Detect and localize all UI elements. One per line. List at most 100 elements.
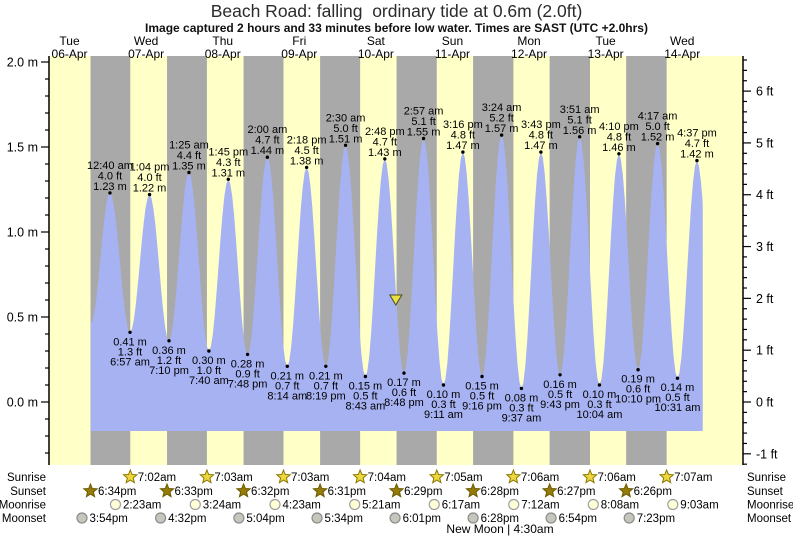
moonrise-circle [109, 498, 122, 511]
sunset-time: 6:29pm [404, 486, 442, 498]
tide-extreme-text: 1:45 pm [208, 146, 248, 158]
day-date-label: 08-Apr [205, 47, 241, 61]
moonrise-time: 4:23am [282, 500, 320, 512]
sunset-time: 6:26pm [634, 486, 672, 498]
tide-extreme-text: 0.16 m [543, 379, 577, 391]
tide-extreme-text: 2:18 pm [287, 134, 327, 146]
left-axis: 0.0 m 0.5 m 1.0 m 1.5 m 2.0 m [7, 56, 50, 465]
tide-extreme-dot [480, 374, 484, 379]
current-time-marker [388, 294, 403, 306]
tide-extreme-text: 0.14 m [661, 382, 695, 394]
moonrise-time: 9:03am [680, 500, 718, 512]
tide-extreme-dot [539, 150, 543, 154]
day-of-week-label: Fri [292, 34, 306, 48]
tide-extreme-dot [499, 133, 504, 137]
right-axis-label: -1 ft [756, 447, 778, 461]
sunrise-time: 7:03am [214, 472, 252, 484]
sunset-star [465, 482, 482, 498]
tide-extreme-text: 4.0 ft [98, 170, 122, 182]
sunrise-row-label-right: Sunrise [747, 472, 786, 484]
tide-extreme-dot [421, 136, 426, 141]
right-axis: -1 ft 0 ft 1 ft 2 ft 3 ft 4 ft 5 ft 6 ft [742, 56, 778, 465]
tide-extreme-text: 12:40 am [87, 160, 133, 172]
tide-extreme-text: 0.5 ft [353, 391, 377, 403]
tide-extreme-text: 4:10 pm [599, 121, 639, 133]
tide-extreme-dot [655, 141, 660, 146]
tide-low-label: 0.08 m0.3 ft9:37 am [502, 386, 541, 424]
moonrise-row-label-right: Moonrise [747, 500, 793, 512]
right-axis-label: 4 ft [756, 188, 774, 202]
tide-extreme-text: 1.44 m [251, 145, 285, 157]
tide-extreme-text: 0.08 m [505, 392, 539, 404]
right-axis-label: 2 ft [756, 292, 774, 306]
tide-high-label: 2:30 am5.0 ft1.51 m [326, 112, 365, 147]
moonset-row-label-right: Moonset [747, 513, 792, 525]
tide-extreme-text: 0.6 ft [392, 387, 416, 399]
tide-extreme-text: 1.47 m [524, 140, 558, 152]
tide-extreme-text: 4.4 ft [177, 150, 201, 162]
tide-extreme-text: 1.23 m [93, 181, 127, 193]
tide-extreme-text: 4:37 pm [677, 128, 717, 140]
sunrise-star [428, 468, 445, 484]
moonset-time: 4:32pm [168, 513, 206, 525]
moonrise-circle [667, 498, 679, 511]
tide-extreme-text: 0.15 m [465, 381, 499, 393]
day-date-label: 14-Apr [664, 47, 700, 61]
tide-extreme-text: 5.1 ft [567, 114, 591, 126]
tide-extreme-text: 0.30 m [192, 355, 226, 367]
tide-extreme-text: 2:00 am [248, 124, 288, 136]
tide-extreme-dot [695, 158, 699, 163]
sunrise-star [122, 468, 139, 484]
tide-high-label: 3:43 pm4.8 ft1.47 m [521, 119, 561, 154]
tide-extreme-text: 1.47 m [446, 140, 480, 152]
moon-phase-note: New Moon | 4:30am [446, 522, 553, 536]
tide-extreme-dot [636, 368, 640, 372]
moonset-circle [545, 512, 557, 524]
moonrise-circle [508, 498, 520, 511]
moonset-circle [623, 512, 635, 524]
moonset-time: 5:34pm [325, 513, 363, 525]
tide-extreme-text: 0.28 m [231, 358, 265, 370]
tide-extreme-text: 1.51 m [329, 133, 363, 145]
tide-high-label: 2:57 am5.1 ft1.55 m [404, 106, 443, 141]
moonrise-time: 2:23am [123, 500, 161, 512]
tide-area [90, 135, 703, 431]
tide-low-label: 0.15 m0.5 ft9:16 pm [462, 374, 502, 413]
tide-extreme-text: 0.3 ft [431, 399, 455, 411]
sunset-star [388, 482, 405, 498]
tide-extreme-text: 1:25 am [169, 140, 209, 152]
tide-high-label: 3:16 pm4.8 ft1.47 m [443, 119, 483, 154]
tide-extreme-dot [558, 373, 562, 377]
tide-extreme-text: 1.43 m [368, 147, 402, 159]
tide-extreme-text: 1.2 ft [157, 355, 181, 367]
moonset-time: 6:01pm [403, 513, 441, 525]
tide-extreme-text: 4.8 ft [451, 130, 475, 142]
moonset-time: 3:54pm [89, 513, 127, 525]
moonset-row-label-left: Moonset [2, 513, 47, 525]
tide-low-label: 0.21 m0.7 ft8:19 pm [306, 364, 346, 402]
tide-extreme-text: 4.7 ft [373, 136, 397, 148]
sunset-star [618, 482, 635, 498]
tide-high-label: 2:18 pm4.5 ft1.38 m [287, 134, 327, 170]
tide-extreme-dot [207, 349, 211, 353]
tide-low-label: 0.10 m0.3 ft9:11 am [424, 383, 463, 421]
tide-extreme-text: 0.36 m [152, 345, 186, 357]
moonrise-circle [269, 498, 281, 511]
tide-low-label: 0.28 m0.9 ft7:48 pm [228, 352, 267, 390]
sunrise-time: 7:04am [368, 472, 406, 484]
sunset-star [159, 482, 175, 498]
sunrise-time: 7:05am [444, 472, 482, 484]
tide-extreme-text: 4.7 ft [255, 135, 279, 147]
tide-extreme-text: 4.5 ft [294, 145, 318, 157]
moonset-circle [389, 512, 401, 524]
tide-extreme-dot [108, 191, 112, 195]
tide-extreme-text: 1.52 m [641, 132, 675, 144]
moonset-time: 5:04pm [246, 513, 284, 525]
day-of-week-label: Wed [670, 34, 694, 48]
tide-extreme-dot [617, 152, 621, 156]
day-date-label: 11-Apr [435, 47, 470, 61]
sunset-time: 6:28pm [481, 486, 519, 498]
tide-high-label: 2:00 am4.7 ft1.44 m [248, 124, 288, 159]
